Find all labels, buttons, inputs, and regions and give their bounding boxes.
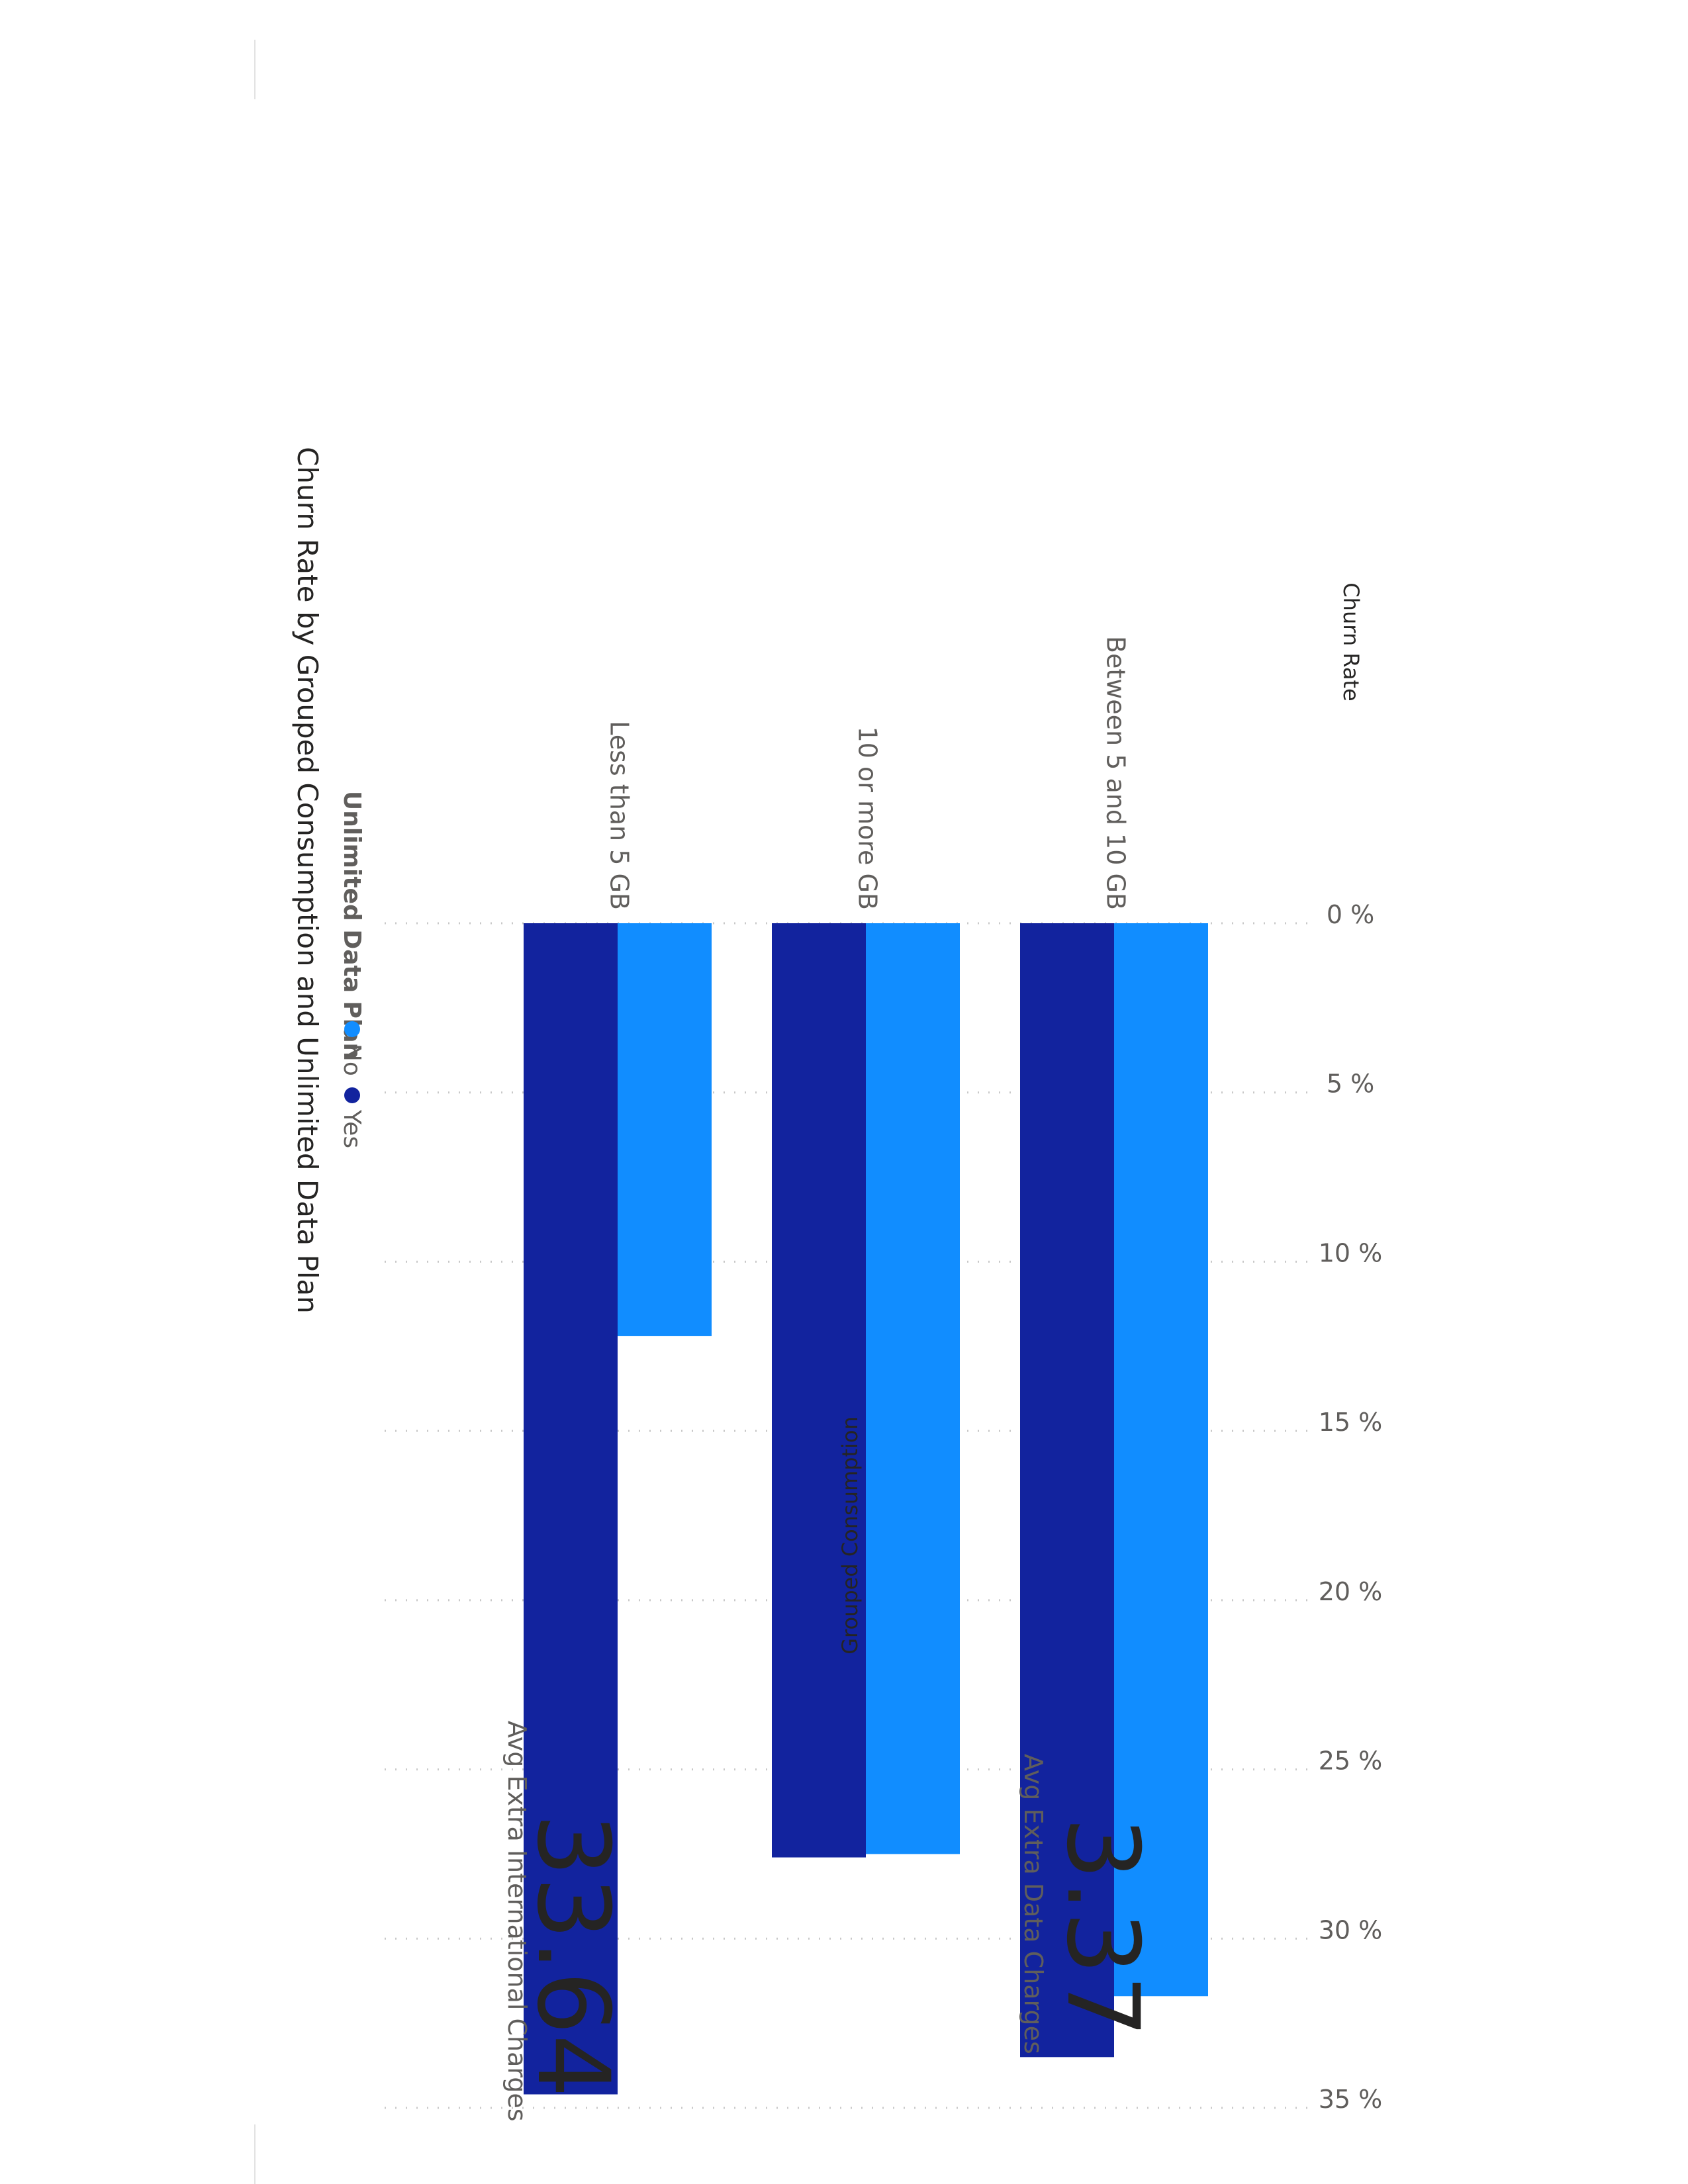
bar-yes [1020, 923, 1114, 2058]
bar-yes [524, 923, 618, 2095]
y-tick-label: 10 % [1319, 1238, 1383, 1267]
kpi-value: 3.37 [1045, 1817, 1160, 2038]
x-tick-label: Less than 5 GB [605, 721, 634, 910]
kpi-card-avg-extra-data-charges[interactable]: 3.37 Avg Extra Data Charges [874, 1714, 1178, 2085]
y-axis-ticks: 0 % 5 % 10 % 15 % 20 % 25 % 30 % 35 % [1319, 900, 1383, 2114]
y-tick-label: 30 % [1319, 1915, 1383, 1944]
x-tick-label: Between 5 and 10 GB [1102, 636, 1131, 910]
y-tick-label: 20 % [1319, 1577, 1383, 1606]
legend-title: Unlimited Data Plan [338, 791, 365, 1060]
kpi-label: Avg Extra Data Charges [1019, 1754, 1048, 2054]
y-tick-label: 25 % [1319, 1747, 1383, 1776]
x-axis-title: Grouped Consumption [837, 1416, 863, 1655]
kpi-card-avg-extra-international-charges[interactable]: 33.64 Avg Extra International Charges [351, 1714, 655, 2122]
kpi-value: 33.64 [515, 1813, 630, 2098]
bar-yes [772, 923, 866, 1858]
y-tick-label: 0 % [1327, 900, 1374, 929]
chart-legend: Unlimited Data Plan No Yes [338, 791, 365, 1148]
x-tick-label: 10 or more GB [853, 727, 882, 910]
legend-marker-no [344, 1021, 360, 1037]
bar-no [618, 923, 712, 1336]
legend-label-yes: Yes [338, 1109, 365, 1148]
y-tick-label: 5 % [1327, 1069, 1374, 1099]
legend-items: No Yes [338, 1021, 365, 1148]
x-axis-ticks: Between 5 and 10 GB 10 or more GB Less tha… [605, 636, 1131, 910]
bar-no [866, 923, 960, 1854]
bars [524, 923, 1208, 2095]
y-tick-label: 15 % [1319, 1408, 1383, 1437]
bar-no [1114, 923, 1208, 1997]
y-axis-title: Churn Rate [1338, 582, 1364, 701]
legend-marker-yes [344, 1087, 360, 1103]
chart-title: Churn Rate by Grouped Consumption and Un… [291, 447, 324, 1314]
legend-label-no: No [338, 1044, 365, 1076]
y-tick-label: 35 % [1319, 2085, 1383, 2114]
kpi-label: Avg Extra International Charges [502, 1721, 532, 2122]
